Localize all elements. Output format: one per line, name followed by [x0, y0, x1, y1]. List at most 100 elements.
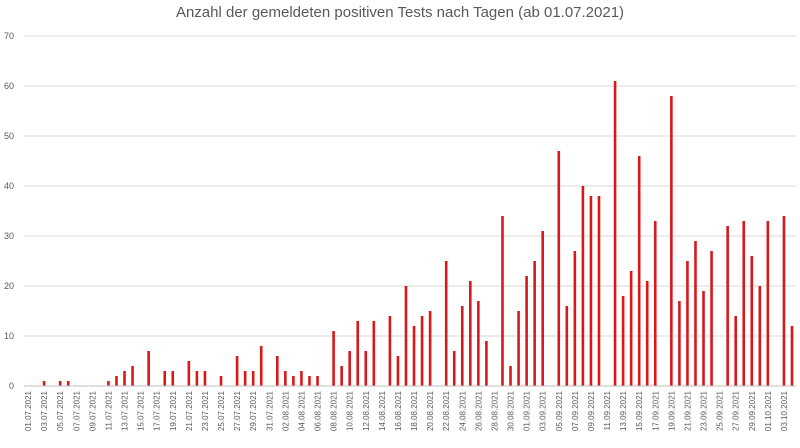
x-tick-label: 31.07.2021: [265, 390, 274, 431]
x-tick-label: 11.07.2021: [104, 390, 113, 430]
bar-15.09.2021: [637, 156, 641, 386]
bar-16.09.2021: [645, 281, 649, 386]
x-tick-label: 17.09.2021: [651, 390, 660, 431]
x-tick-label: 27.09.2021: [732, 390, 741, 431]
x-tick-label: 06.08.2021: [314, 390, 323, 431]
x-tick-label: 19.07.2021: [169, 390, 178, 431]
bar-26.08.2021: [477, 301, 480, 386]
x-tick-label: 28.08.2021: [490, 390, 499, 431]
bar-25.08.2021: [469, 281, 472, 386]
bar-24.09.2021: [710, 251, 713, 386]
y-tick-label: 50: [4, 131, 14, 141]
bar-20.08.2021: [428, 311, 432, 386]
x-tick-label: 27.07.2021: [233, 390, 242, 431]
x-tick-label: 13.07.2021: [121, 390, 130, 431]
bar-03.10.2021: [782, 216, 786, 386]
x-tick-label: 07.07.2021: [72, 390, 81, 431]
x-tick-label: 18.08.2021: [410, 390, 419, 431]
bar-04.08.2021: [300, 371, 303, 386]
x-tick-label: 15.09.2021: [635, 390, 644, 431]
bar-26.09.2021: [726, 226, 729, 386]
bars: [42, 81, 794, 386]
x-tick-label: 10.08.2021: [346, 390, 355, 431]
bar-30.07.2021: [259, 346, 263, 386]
bar-21.09.2021: [686, 261, 689, 386]
bar-06.09.2021: [565, 306, 569, 386]
x-tick-label: 26.08.2021: [474, 390, 483, 431]
bar-08.09.2021: [581, 186, 585, 386]
bar-14.09.2021: [629, 271, 633, 386]
bar-19.09.2021: [670, 96, 673, 386]
bar-23.07.2021: [203, 371, 207, 386]
x-tick-label: 30.08.2021: [507, 390, 516, 431]
bar-01.10.2021: [766, 221, 770, 386]
x-tick-label: 05.07.2021: [56, 390, 65, 431]
bar-22.09.2021: [694, 241, 697, 386]
x-tick-label: 07.09.2021: [571, 390, 580, 431]
bar-12.07.2021: [115, 376, 118, 386]
bar-07.09.2021: [573, 251, 577, 386]
x-tick-label: 12.08.2021: [362, 390, 371, 431]
x-tick-label: 25.07.2021: [217, 390, 226, 431]
bar-30.08.2021: [509, 366, 512, 386]
bar-24.08.2021: [460, 306, 464, 386]
bar-18.08.2021: [412, 326, 416, 386]
bar-22.08.2021: [444, 261, 448, 386]
x-tick-label: 19.09.2021: [667, 390, 676, 431]
x-tick-label: 29.07.2021: [249, 390, 258, 431]
bar-13.09.2021: [621, 296, 625, 386]
bar-23.08.2021: [452, 351, 456, 386]
x-tick-label: 09.07.2021: [88, 390, 97, 431]
x-tick-label: 01.10.2021: [764, 390, 773, 431]
bar-19.07.2021: [171, 371, 175, 386]
x-tick-label: 23.09.2021: [700, 390, 709, 431]
x-tick-label: 22.08.2021: [442, 390, 451, 431]
bar-13.08.2021: [372, 321, 376, 386]
bar-05.09.2021: [557, 151, 561, 386]
bar-25.07.2021: [219, 376, 223, 386]
bar-15.08.2021: [388, 316, 392, 386]
bar-12.08.2021: [364, 351, 368, 386]
x-tick-label: 01.09.2021: [523, 390, 532, 431]
bar-12.09.2021: [613, 81, 617, 386]
bar-10.08.2021: [348, 351, 351, 386]
x-tick-label: 21.09.2021: [683, 390, 692, 431]
x-tick-label: 20.08.2021: [426, 390, 435, 431]
y-tick-label: 30: [4, 231, 14, 241]
x-tick-label: 01.07.2021: [24, 390, 33, 431]
x-tick-label: 17.07.2021: [153, 390, 162, 431]
bar-05.07.2021: [58, 381, 62, 386]
bar-08.08.2021: [332, 331, 335, 386]
x-tick-label: 29.09.2021: [748, 390, 757, 431]
x-tick-label: 11.09.2021: [603, 390, 612, 430]
bar-29.08.2021: [501, 216, 504, 386]
bar-17.08.2021: [404, 286, 408, 386]
x-axis-tick-labels: 01.07.2021 03.07.2021 05.07.2021 07.07.2021…: [24, 390, 789, 431]
bar-27.08.2021: [485, 341, 488, 386]
bar-21.07.2021: [187, 361, 191, 386]
bar-13.07.2021: [123, 371, 126, 386]
x-tick-label: 03.07.2021: [40, 390, 49, 431]
bar-09.08.2021: [340, 366, 343, 386]
bar-30.09.2021: [758, 286, 762, 386]
bar-16.08.2021: [396, 356, 400, 386]
bar-10.09.2021: [597, 196, 601, 386]
chart-title: Anzahl der gemeldeten positiven Tests na…: [175, 4, 625, 21]
bar-05.08.2021: [308, 376, 311, 386]
x-tick-label: 13.09.2021: [619, 390, 628, 431]
x-tick-label: 23.07.2021: [201, 390, 210, 431]
bar-06.07.2021: [66, 381, 70, 386]
y-tick-label: 0: [9, 381, 14, 391]
x-tick-label: 16.08.2021: [394, 390, 403, 431]
bar-19.08.2021: [420, 316, 424, 386]
bar-03.09.2021: [541, 231, 544, 386]
bar-11.08.2021: [356, 321, 360, 386]
y-tick-label: 60: [4, 81, 14, 91]
x-tick-label: 03.10.2021: [780, 390, 789, 431]
x-tick-label: 15.07.2021: [137, 390, 146, 431]
bar-27.09.2021: [734, 316, 737, 386]
x-tick-label: 05.09.2021: [555, 390, 564, 431]
y-tick-label: 40: [4, 181, 14, 191]
x-tick-label: 03.09.2021: [539, 390, 548, 431]
gridlines: [24, 35, 796, 337]
